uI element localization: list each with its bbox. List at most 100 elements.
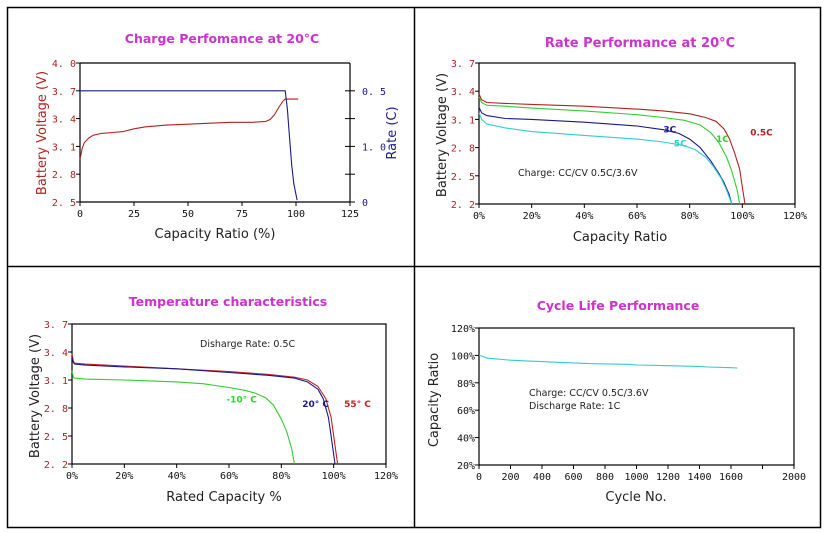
- x-tick-label: 400: [533, 472, 551, 483]
- y-tick-label: 2. 8: [451, 144, 475, 155]
- x-tick-label: 1000: [624, 472, 648, 483]
- series-label: 3C: [663, 126, 676, 136]
- plot-frame: [478, 62, 796, 205]
- chart-title: Cycle Life Performance: [537, 298, 700, 313]
- series-label: -10° C: [226, 395, 257, 405]
- y-tick-label: 3. 4: [44, 348, 68, 359]
- series-line-3c: [478, 106, 733, 205]
- series-line-5c: [478, 112, 733, 205]
- y-tick-label: 100%: [451, 351, 475, 362]
- x-tick-label: 120%: [783, 211, 807, 222]
- chart-annotation: Charge: CC/CV 0.5C/3.6V: [518, 168, 638, 179]
- plot-area: 20% 40% 60% 80% 100% 120% 0 200 400 600 800 1000 120…: [451, 324, 806, 483]
- x-tick-label: 25: [128, 209, 140, 220]
- series-line-55-c: [71, 353, 339, 465]
- chart-temperature-characteristics: Temperature characteristics 2. 2 2. 5 2. 8…: [28, 294, 398, 505]
- x-tick-label: 100: [287, 209, 305, 220]
- x-tick-label: 20%: [523, 211, 541, 222]
- x-tick-label: 40%: [575, 211, 593, 222]
- y-tick-label: 4. 0: [52, 59, 76, 70]
- chart-cycle-life-performance: Cycle Life Performance 20% 40% 60% 80% 100% 1…: [427, 298, 806, 505]
- plot-area: 2. 5 2. 8 3. 1 3. 4 3. 7 4. 0 0 25 50 75 100 125 0. …: [52, 59, 386, 220]
- x-tick-label: 1600: [719, 472, 743, 483]
- x-tick-label: 80%: [681, 211, 699, 222]
- x-axis-label: Rated Capacity %: [166, 490, 282, 505]
- x-tick-label: 1200: [656, 472, 680, 483]
- x-tick-label: 0: [476, 472, 482, 483]
- x-tick-label: 75: [236, 209, 248, 220]
- series-line-voltage: [79, 98, 299, 160]
- chart-annotation: Disharge Rate: 0.5C: [200, 339, 295, 350]
- x-tick-label: 60%: [220, 471, 238, 482]
- y-axis-label: Battery Voltage (V): [35, 71, 50, 195]
- y2-tick-label: 0. 5: [362, 87, 386, 98]
- x-tick-label: 800: [596, 472, 614, 483]
- x-tick-label: 1400: [687, 472, 711, 483]
- x-tick-label: 40%: [168, 471, 186, 482]
- x-tick-label: 100%: [730, 211, 754, 222]
- chart-annotation-line-1: Charge: CC/CV 0.5C/3.6V: [529, 388, 649, 399]
- chart-title: Temperature characteristics: [129, 294, 327, 309]
- chart-rate-performance: Rate Performance at 20°C 2. 2 2. 5 2. 8 3. …: [435, 36, 807, 245]
- y-tick-label: 3. 4: [52, 115, 76, 126]
- y-tick-label: 80%: [457, 379, 475, 390]
- x-tick-label: 60%: [628, 211, 646, 222]
- series-line--10-c: [71, 370, 295, 465]
- y-tick-label: 3. 4: [451, 87, 475, 98]
- x-axis-label: Capacity Ratio (%): [155, 227, 276, 242]
- y-tick-label: 3. 1: [44, 376, 68, 387]
- series-line-capacity: [478, 354, 738, 369]
- series-line-1c: [478, 96, 741, 205]
- series-label: 55° C: [344, 400, 371, 410]
- x-axis-label: Cycle No.: [605, 490, 666, 505]
- x-tick-label: 0: [77, 209, 83, 220]
- series-line-0-5c: [478, 93, 746, 205]
- y-tick-label: 40%: [457, 434, 475, 445]
- chart-title: Rate Performance at 20°C: [545, 36, 735, 51]
- x-tick-label: 0%: [473, 211, 485, 222]
- plot-area: 2. 2 2. 5 2. 8 3. 1 3. 4 3. 7 0% 20% 40% 60% 80% 10…: [44, 320, 398, 482]
- y-tick-label: 60%: [457, 406, 475, 417]
- x-tick-label: 200: [501, 472, 519, 483]
- series-label: 5C: [674, 140, 687, 150]
- series-label: 20° C: [302, 400, 329, 410]
- y-tick-label: 2. 8: [52, 170, 76, 181]
- x-tick-label: 120%: [374, 471, 398, 482]
- y-tick-label: 120%: [451, 324, 475, 335]
- y-tick-label: 2. 8: [44, 404, 68, 415]
- series-line-rate: [80, 90, 298, 201]
- x-tick-label: 0%: [66, 471, 78, 482]
- x-tick-label: 2000: [782, 472, 806, 483]
- chart-title: Charge Perfomance at 20°C: [125, 31, 319, 46]
- chart-charge-performance: Charge Perfomance at 20°C 2. 5 2. 8 3. 1 3.…: [35, 31, 400, 242]
- x-tick-label: 50: [182, 209, 194, 220]
- y-tick-label: 20%: [457, 461, 475, 472]
- series-label: 1C: [716, 135, 729, 145]
- y-tick-label: 3. 7: [52, 87, 76, 98]
- x-tick-label: 600: [564, 472, 582, 483]
- y-tick-label: 3. 7: [451, 59, 475, 70]
- y-tick-label: 2. 5: [52, 198, 76, 209]
- y-tick-label: 2. 2: [44, 460, 68, 471]
- y-tick-label: 2. 5: [451, 172, 475, 183]
- y2-tick-label: 0: [362, 198, 368, 209]
- series-line-20-c: [71, 356, 336, 465]
- x-tick-label: 125: [341, 209, 359, 220]
- y-axis-label: Battery Voltage (V): [28, 334, 43, 458]
- series-label: 0.5C: [750, 128, 773, 138]
- y-tick-label: 2. 5: [44, 432, 68, 443]
- plot-area: 2. 2 2. 5 2. 8 3. 1 3. 4 3. 7 0% 20% 40% 60% 80% 10…: [451, 59, 807, 222]
- y-tick-label: 3. 1: [451, 115, 475, 126]
- y-tick-label: 3. 1: [52, 142, 76, 153]
- y2-tick-label: 1. 0: [362, 142, 386, 153]
- x-tick-label: 80%: [272, 471, 290, 482]
- y2-axis-label: Rate (C): [385, 106, 400, 159]
- y-tick-label: 2. 2: [451, 200, 475, 211]
- x-axis-label: Capacity Ratio: [573, 230, 667, 245]
- y-axis-label: Battery Voltage (V): [435, 73, 450, 197]
- x-tick-label: 100%: [322, 471, 346, 482]
- x-tick-label: 20%: [115, 471, 133, 482]
- y-axis-label: Capacity Ratio: [427, 353, 442, 447]
- y-tick-label: 3. 7: [44, 320, 68, 331]
